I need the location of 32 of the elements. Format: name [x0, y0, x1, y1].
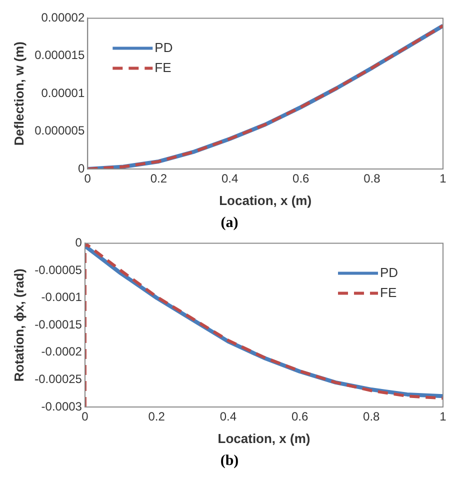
x-tick-label: 0.2: [150, 172, 168, 186]
y-tick-label: -0.0002: [41, 344, 82, 359]
y-tick-label: 0.00001: [41, 86, 85, 100]
text: (b): [219, 452, 240, 471]
legend-label: FE: [380, 284, 397, 300]
text: (a): [220, 214, 240, 233]
x-tick-label: 0.4: [221, 172, 238, 186]
y-tick-label: 0.00002: [41, 10, 85, 25]
x-tick-label: 0.6: [292, 172, 310, 186]
legend-label: FE: [154, 60, 172, 75]
y-tick-label: -0.00015: [34, 317, 82, 332]
y-tick-label: -0.0003: [41, 399, 82, 414]
x-axis-title: Location, x (m): [218, 430, 310, 446]
x-tick-label: 1: [440, 410, 447, 424]
y-axis-title: Deflection, w (m): [11, 42, 26, 146]
y-tick-label: 0.000015: [34, 48, 85, 62]
y-tick-label: -0.00005: [34, 262, 82, 277]
y-tick-label: -0.0001: [41, 290, 82, 304]
x-tick-label: 0.8: [364, 172, 381, 186]
y-tick-label: 0: [78, 161, 85, 176]
legend-label: PD: [154, 40, 173, 55]
y-axis-title: Rotation, ϕx, (rad): [11, 268, 26, 382]
y-tick-label: 0.000005: [34, 124, 85, 138]
y-tick-label: -0.00025: [34, 372, 82, 386]
x-tick-label: 1: [440, 172, 447, 186]
x-tick-label: 0.4: [220, 410, 237, 424]
x-tick-label: 0.8: [363, 410, 380, 424]
legend-label: PD: [380, 264, 398, 280]
x-tick-label: 0.6: [291, 410, 308, 424]
x-tick-label: 0.2: [148, 410, 166, 424]
y-tick-label: 0: [75, 236, 82, 250]
x-axis-title: Location, x (m): [219, 192, 312, 208]
